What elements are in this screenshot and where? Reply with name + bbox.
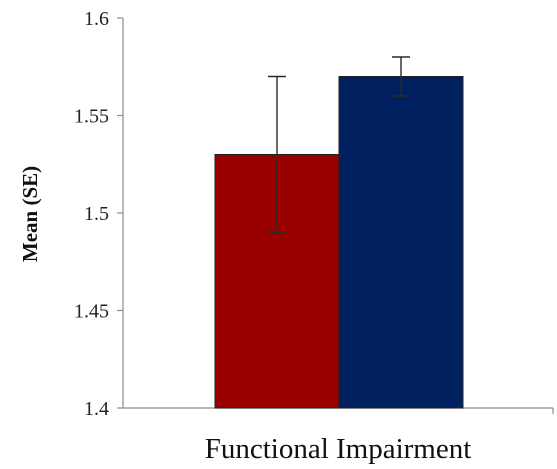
error-bars-group xyxy=(268,56,410,234)
y-tick-label: 1.6 xyxy=(84,8,109,30)
error-bar-series-2 xyxy=(392,56,410,97)
bar-series-2 xyxy=(338,76,464,409)
x-axis xyxy=(123,407,554,414)
y-axis: 1.4 1.45 1.5 1.55 1.6 xyxy=(74,8,124,420)
x-axis-label: Functional Impairment xyxy=(205,433,472,465)
y-axis-label: Mean (SE) xyxy=(18,166,42,262)
y-tick-label: 1.45 xyxy=(74,301,109,323)
y-tick-label: 1.4 xyxy=(84,398,109,420)
y-tick-label: 1.5 xyxy=(84,203,109,225)
bars-group xyxy=(214,76,464,409)
error-bar-series-1 xyxy=(268,75,286,234)
y-tick-label: 1.55 xyxy=(74,106,109,128)
